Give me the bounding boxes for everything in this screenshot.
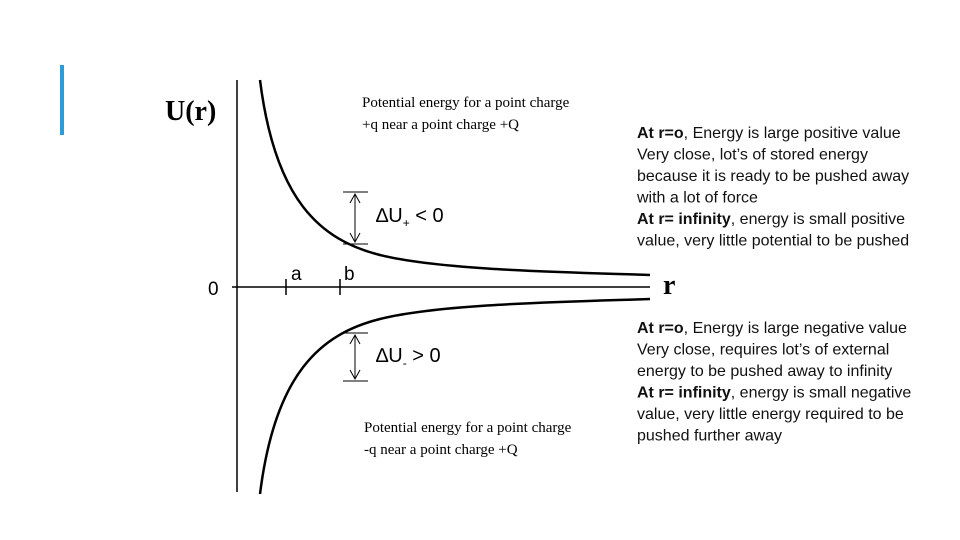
top-delta-arrow (343, 191, 368, 245)
caption: -q near a point charge +Q (364, 442, 518, 458)
bottom-delta-arrow (343, 332, 368, 382)
note-line: At r= infinity, energy is small negative (637, 385, 911, 402)
delta-sub: - (403, 356, 407, 370)
note-text: because it is ready to be pushed away (637, 168, 909, 185)
note-bold: At r=o (637, 125, 684, 142)
caption: Potential energy for a point charge (362, 95, 570, 111)
caption: Potential energy for a point charge (364, 420, 572, 436)
note-text: , Energy is large negative value (684, 320, 907, 337)
note-bold: At r= infinity (637, 211, 731, 228)
negative-curve (258, 297, 651, 495)
note-bold: At r=o (637, 320, 684, 337)
notes: At r=o, Energy is large positive valueVe… (636, 125, 911, 445)
origin-label: 0 (208, 279, 219, 300)
note-line: because it is ready to be pushed away (637, 168, 909, 185)
note-text: Very close, lot’s of stored energy (637, 147, 868, 164)
point-label: b (344, 264, 355, 285)
note-line: value, very little potential to be pushe… (637, 233, 909, 250)
delta-symbol: ∆U (376, 205, 403, 227)
y-axis-label: U(r) (165, 96, 216, 127)
note-text: value, very little potential to be pushe… (637, 233, 909, 250)
delta-label: ∆U- > 0 (376, 345, 441, 370)
point-label: a (291, 264, 302, 285)
delta-relation: > 0 (407, 345, 441, 367)
caption: +q near a point charge +Q (362, 117, 519, 133)
x-axis-label: r (663, 270, 675, 301)
note-line: energy to be pushed away to infinity (637, 363, 892, 380)
delta-sub: + (403, 216, 410, 230)
note-text: , energy is small negative (731, 385, 912, 402)
note-text: energy to be pushed away to infinity (637, 363, 892, 380)
note-text: , Energy is large positive value (684, 125, 901, 142)
note-text: Very close, requires lot’s of external (637, 342, 889, 359)
note-line: with a lot of force (636, 190, 758, 207)
note-line: Very close, requires lot’s of external (637, 342, 889, 359)
note-line: Very close, lot’s of stored energy (637, 147, 868, 164)
note-text: with a lot of force (636, 190, 758, 207)
delta-relation: < 0 (410, 205, 444, 227)
note-line: At r= infinity, energy is small positive (637, 211, 905, 228)
note-bold: At r= infinity (637, 385, 731, 402)
delta-symbol: ∆U (376, 345, 403, 367)
note-line: value, very little energy required to be (637, 406, 904, 423)
note-text: , energy is small positive (731, 211, 905, 228)
delta-label: ∆U+ < 0 (376, 205, 444, 230)
note-text: pushed further away (637, 428, 782, 445)
note-line: pushed further away (637, 428, 782, 445)
note-text: value, very little energy required to be (637, 406, 904, 423)
accent-bar (60, 65, 64, 135)
note-line: At r=o, Energy is large positive value (637, 125, 901, 142)
note-line: At r=o, Energy is large negative value (637, 320, 907, 337)
diagram-lines (232, 79, 651, 495)
positive-curve (258, 79, 651, 277)
